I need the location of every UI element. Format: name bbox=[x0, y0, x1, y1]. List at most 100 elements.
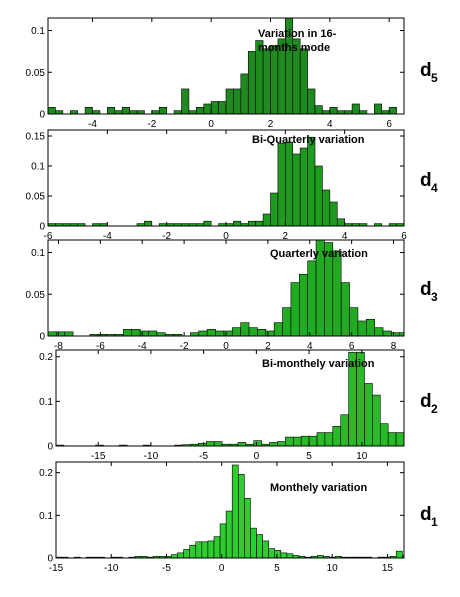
x-tick-label: -10 bbox=[104, 563, 119, 574]
histogram-bar bbox=[314, 165, 323, 227]
histogram-bar bbox=[255, 220, 264, 227]
histogram-bar bbox=[213, 441, 223, 447]
panel-d1: -15 -10 -5 0 5 10 15 0 0.1 0.2 Monthely variation d… bbox=[39, 461, 438, 574]
histogram-bar bbox=[322, 110, 331, 115]
histogram-bar bbox=[213, 536, 221, 559]
histogram-bar bbox=[240, 322, 250, 337]
x-tick-label: 10 bbox=[356, 451, 368, 462]
x-tick-label: -10 bbox=[144, 451, 159, 462]
histogram-bar bbox=[340, 414, 349, 447]
histogram-bar bbox=[156, 332, 166, 337]
histogram-bar bbox=[340, 282, 350, 337]
histogram-bar bbox=[285, 141, 294, 227]
y-tick-label: 0.05 bbox=[26, 192, 46, 203]
y-tick-label: 0 bbox=[47, 442, 53, 453]
histogram-bar bbox=[292, 153, 301, 227]
histogram-bar bbox=[387, 432, 397, 447]
histogram-bar bbox=[201, 541, 209, 559]
histogram-bar bbox=[237, 474, 245, 559]
x-tick-label: -2 bbox=[162, 231, 171, 242]
histogram-bar bbox=[307, 88, 316, 115]
histogram-bar bbox=[395, 550, 403, 559]
y-tick-label: 0.1 bbox=[31, 162, 45, 173]
histogram-bar bbox=[344, 110, 353, 115]
histogram-bar bbox=[148, 330, 158, 337]
y-tick-label: 0 bbox=[47, 554, 53, 565]
x-tick-label: -15 bbox=[49, 563, 64, 574]
histogram-bar bbox=[136, 110, 145, 115]
histogram-bar bbox=[270, 45, 279, 115]
histogram-bar bbox=[273, 322, 283, 337]
histogram-bar bbox=[372, 394, 381, 447]
panel-label-subscript: 3 bbox=[431, 290, 438, 304]
x-tick-label: 4 bbox=[342, 231, 348, 242]
x-tick-label: -6 bbox=[96, 341, 105, 352]
x-tick-label: 2 bbox=[265, 341, 271, 352]
x-tick-label: -4 bbox=[103, 231, 112, 242]
histogram-bar bbox=[151, 110, 160, 115]
panel-label: d bbox=[420, 279, 432, 300]
panel-title: Bi-Quarterly variation bbox=[252, 134, 365, 146]
panel-label: d bbox=[420, 391, 432, 412]
histogram-bar bbox=[177, 552, 184, 559]
y-tick-label: 0.05 bbox=[26, 290, 46, 301]
panel-title: Monthely variation bbox=[270, 482, 367, 494]
histogram-bar bbox=[374, 103, 383, 115]
x-tick-label: 0 bbox=[223, 231, 229, 242]
histogram-bar bbox=[351, 103, 360, 115]
histogram-bar bbox=[215, 330, 225, 337]
histogram-bar bbox=[349, 307, 359, 337]
bars bbox=[55, 351, 405, 447]
y-tick-label: 0.1 bbox=[31, 26, 45, 37]
y-tick-label: 0.1 bbox=[31, 248, 45, 259]
histogram-bar bbox=[253, 440, 262, 447]
histogram-bar bbox=[282, 307, 292, 337]
histogram-bar bbox=[382, 330, 392, 337]
histogram-bar bbox=[388, 107, 397, 115]
y-tick-label: 0 bbox=[39, 332, 45, 343]
histogram-bar bbox=[114, 110, 123, 115]
histogram-bar bbox=[395, 432, 405, 447]
histogram-bar bbox=[285, 436, 294, 447]
panel-label-subscript: 4 bbox=[431, 181, 438, 195]
histogram-bar bbox=[299, 48, 308, 115]
y-tick-label: 0.2 bbox=[39, 468, 53, 479]
x-tick-label: 15 bbox=[382, 563, 394, 574]
histogram-bar bbox=[244, 497, 251, 559]
panel-title: Variation in 16- bbox=[258, 28, 337, 40]
y-tick-label: 0.05 bbox=[26, 68, 46, 79]
histogram-bar bbox=[299, 147, 308, 227]
histogram-bar bbox=[144, 220, 153, 227]
histogram-bar bbox=[332, 426, 342, 447]
x-tick-label: 2 bbox=[283, 231, 289, 242]
y-tick-label: 0.2 bbox=[39, 352, 53, 363]
histogram-bar bbox=[366, 319, 375, 337]
histogram-bar bbox=[181, 88, 190, 115]
histogram-bar bbox=[69, 110, 78, 115]
histogram-bar bbox=[233, 220, 242, 227]
x-tick-label: -8 bbox=[54, 341, 63, 352]
histogram-bar bbox=[183, 549, 190, 559]
histogram-bar bbox=[129, 110, 138, 115]
histogram-bar bbox=[374, 327, 384, 337]
panel-d3: -8 -6 -4 -2 0 2 4 6 8 0 0.05 0.1 Quarterly variation… bbox=[26, 239, 438, 352]
histogram-bar bbox=[336, 218, 345, 227]
panel-title: months mode bbox=[258, 42, 330, 54]
x-tick-label: 8 bbox=[391, 341, 397, 352]
x-tick-label: -2 bbox=[180, 341, 189, 352]
histogram-bar bbox=[47, 331, 57, 337]
histogram-bar bbox=[256, 534, 263, 559]
histogram-bar bbox=[324, 432, 334, 447]
panel-d5: -4 -2 0 2 4 6 0 0.05 0.1 Variation in 16- months m… bbox=[26, 17, 438, 130]
histogram-bar bbox=[210, 101, 219, 115]
histogram-bar bbox=[359, 110, 368, 115]
histogram-bar bbox=[196, 107, 205, 115]
panel-label: d bbox=[420, 504, 432, 525]
histogram-bar bbox=[247, 220, 256, 227]
histogram-bar bbox=[391, 332, 401, 337]
histogram-bar bbox=[233, 88, 242, 115]
histogram-bar bbox=[173, 110, 182, 115]
histogram-bar bbox=[292, 436, 302, 447]
